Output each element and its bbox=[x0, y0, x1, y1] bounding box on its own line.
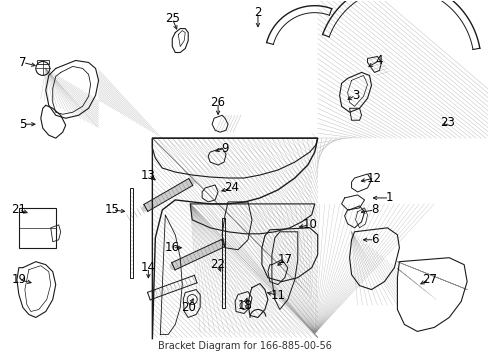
Text: 5: 5 bbox=[19, 118, 26, 131]
Text: 25: 25 bbox=[164, 12, 180, 25]
Text: 7: 7 bbox=[19, 56, 26, 69]
Text: 2: 2 bbox=[254, 6, 261, 19]
Text: 17: 17 bbox=[277, 253, 292, 266]
Text: 27: 27 bbox=[421, 273, 436, 286]
Text: 3: 3 bbox=[351, 89, 359, 102]
Text: 8: 8 bbox=[370, 203, 377, 216]
Text: 1: 1 bbox=[385, 192, 392, 204]
Text: 11: 11 bbox=[270, 289, 285, 302]
Text: Bracket Diagram for 166-885-00-56: Bracket Diagram for 166-885-00-56 bbox=[157, 341, 331, 351]
Text: 12: 12 bbox=[366, 171, 381, 185]
Text: 24: 24 bbox=[224, 181, 239, 194]
Text: 4: 4 bbox=[375, 54, 383, 67]
Text: 22: 22 bbox=[210, 258, 225, 271]
Text: 13: 13 bbox=[141, 168, 156, 181]
Text: 26: 26 bbox=[210, 96, 225, 109]
Text: 9: 9 bbox=[221, 141, 228, 155]
Text: 21: 21 bbox=[11, 203, 26, 216]
Text: 6: 6 bbox=[370, 233, 378, 246]
Text: 16: 16 bbox=[164, 241, 180, 254]
Text: 18: 18 bbox=[237, 299, 252, 312]
Text: 15: 15 bbox=[105, 203, 120, 216]
Text: 20: 20 bbox=[181, 301, 195, 314]
Text: 23: 23 bbox=[439, 116, 454, 129]
Text: 10: 10 bbox=[302, 218, 317, 231]
Text: 14: 14 bbox=[141, 261, 156, 274]
Text: 19: 19 bbox=[11, 273, 26, 286]
